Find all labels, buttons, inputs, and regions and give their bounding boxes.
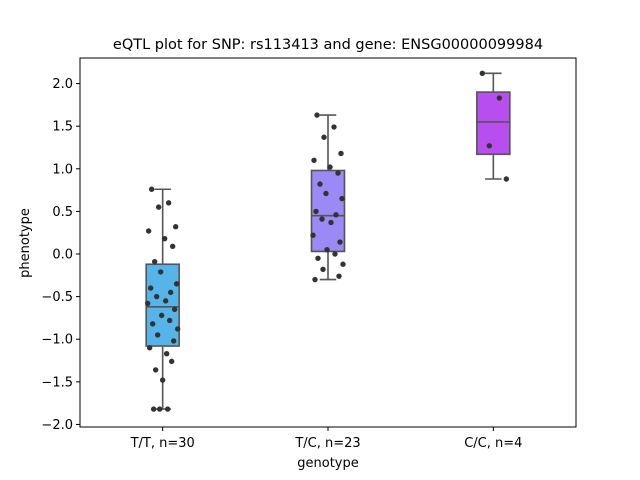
data-point <box>147 285 154 291</box>
x-tick-label: T/T, n=30 <box>130 436 195 451</box>
data-point <box>313 208 319 215</box>
y-tick-label: 1.5 <box>52 120 73 135</box>
data-point <box>315 255 321 261</box>
data-point <box>170 338 177 344</box>
data-point <box>324 247 330 253</box>
y-tick-label: 2.0 <box>52 77 73 92</box>
data-point <box>150 406 157 412</box>
x-axis: T/T, n=30 T/C, n=23 C/C, n=4 <box>130 427 522 451</box>
data-point <box>335 170 341 176</box>
data-point <box>144 300 151 307</box>
data-point <box>323 190 329 197</box>
data-point <box>333 212 339 218</box>
data-point <box>328 219 334 226</box>
data-point <box>486 143 493 149</box>
data-point <box>310 232 316 238</box>
y-tick-label: −1.5 <box>41 375 73 390</box>
data-point <box>162 298 169 304</box>
data-point <box>156 406 163 412</box>
y-tick-label: −2.0 <box>41 418 73 433</box>
data-point <box>153 293 160 300</box>
y-tick-label: −1.0 <box>41 333 73 348</box>
data-point <box>340 261 346 267</box>
data-point <box>503 176 510 182</box>
data-point <box>319 216 325 222</box>
data-point <box>172 224 179 230</box>
data-point <box>312 276 318 283</box>
data-point <box>148 186 155 192</box>
x-tick-label: C/C, n=4 <box>464 436 522 451</box>
data-point <box>320 266 326 273</box>
data-point <box>338 150 344 157</box>
data-point <box>314 112 320 118</box>
y-tick-label: 0.0 <box>52 248 73 263</box>
data-point <box>146 345 153 351</box>
data-point <box>171 306 178 313</box>
data-point <box>166 317 173 324</box>
data-point <box>169 243 176 250</box>
data-point <box>151 258 158 265</box>
data-point <box>321 134 327 140</box>
boxes-layer <box>145 72 511 410</box>
box <box>145 263 180 347</box>
data-point <box>155 204 162 210</box>
x-axis-label: genotype <box>297 456 358 471</box>
data-point <box>339 195 345 202</box>
data-point <box>336 273 342 279</box>
y-tick-label: 0.5 <box>52 205 73 220</box>
data-point <box>167 289 174 296</box>
data-point <box>168 358 175 365</box>
data-point <box>161 235 168 242</box>
data-point <box>164 406 171 412</box>
data-point <box>173 281 180 287</box>
data-point <box>311 157 317 163</box>
data-point <box>158 312 165 319</box>
data-point <box>479 70 486 77</box>
y-axis: −2.0 −1.5 −1.0 −0.5 0.0 0.5 1.0 1.5 2.0 <box>41 77 80 433</box>
y-tick-label: −0.5 <box>41 290 73 305</box>
data-point <box>154 332 161 338</box>
chart-title: eQTL plot for SNP: rs113413 and gene: EN… <box>113 37 543 53</box>
data-point <box>327 164 333 170</box>
data-point <box>174 326 181 332</box>
x-tick-label: T/C, n=23 <box>294 436 360 451</box>
data-point <box>331 124 337 130</box>
y-tick-label: 1.0 <box>52 162 73 177</box>
data-point <box>332 251 338 257</box>
data-point <box>165 200 172 206</box>
data-point <box>337 239 343 245</box>
data-point <box>157 269 164 275</box>
y-axis-label: phenotype <box>18 208 33 278</box>
data-point <box>163 351 170 357</box>
points-layer <box>144 70 510 412</box>
data-point <box>145 228 152 234</box>
data-point <box>152 367 159 373</box>
data-point <box>149 321 156 327</box>
box <box>476 91 511 156</box>
data-point <box>496 95 503 101</box>
data-point <box>317 181 323 187</box>
data-point <box>159 377 166 383</box>
